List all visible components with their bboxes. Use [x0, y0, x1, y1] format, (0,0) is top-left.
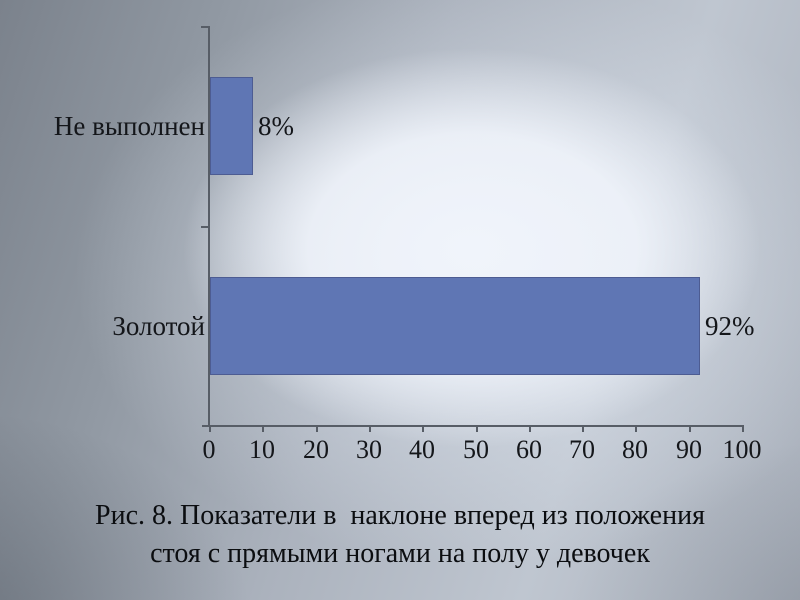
- x-tick-label-60: 60: [516, 435, 542, 464]
- bar-1: [210, 277, 700, 375]
- y-axis-line: [208, 26, 210, 426]
- category-label-0: Не выполнен: [53, 111, 205, 141]
- y-tick-0: [201, 26, 208, 28]
- x-tick-40: [422, 427, 424, 432]
- x-tick-label-30: 30: [356, 435, 382, 464]
- figure-caption: Рис. 8. Показатели в наклоне вперед из п…: [0, 497, 800, 573]
- x-tick-30: [369, 427, 371, 432]
- x-tick-label-70: 70: [569, 435, 595, 464]
- value-label-0: 8%: [258, 111, 294, 141]
- x-tick-label-10: 10: [249, 435, 275, 464]
- x-tick-label-50: 50: [463, 435, 489, 464]
- caption-line-2: стоя с прямыми ногами на полу у девочек: [150, 538, 650, 569]
- x-tick-90: [689, 427, 691, 432]
- value-label-1: 92%: [705, 311, 755, 341]
- category-label-1: Золотой: [112, 311, 205, 341]
- x-tick-label-0: 0: [202, 435, 216, 464]
- x-tick-0: [209, 427, 211, 432]
- x-tick-label-80: 80: [622, 435, 648, 464]
- x-tick-60: [529, 427, 531, 432]
- x-tick-label-100: 100: [722, 435, 762, 464]
- x-tick-70: [582, 427, 584, 432]
- x-tick-10: [262, 427, 264, 432]
- x-tick-20: [316, 427, 318, 432]
- x-axis-line: [202, 425, 744, 427]
- x-tick-50: [476, 427, 478, 432]
- bar-0: [210, 77, 253, 175]
- x-tick-label-90: 90: [676, 435, 702, 464]
- y-tick-1: [201, 226, 208, 228]
- x-tick-80: [635, 427, 637, 432]
- x-tick-label-20: 20: [303, 435, 329, 464]
- caption-line-1: Рис. 8. Показатели в наклоне вперед из п…: [95, 500, 705, 531]
- x-tick-100: [742, 427, 744, 432]
- x-tick-label-40: 40: [409, 435, 435, 464]
